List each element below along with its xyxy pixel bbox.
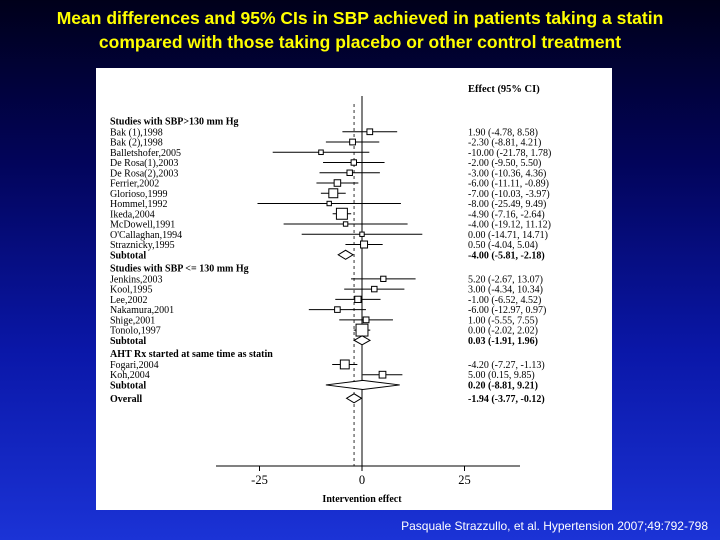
study-ci-value: -6.00 (-12.97, 0.97) bbox=[468, 305, 546, 316]
study-point-estimate bbox=[346, 169, 353, 176]
overall-label: Overall bbox=[110, 394, 142, 405]
study-name: Glorioso,1999 bbox=[110, 189, 168, 200]
study-ci-value: -3.00 (-10.36, 4.36) bbox=[468, 168, 546, 179]
overall-diamond bbox=[345, 393, 363, 404]
subtotal-label: Subtotal bbox=[110, 336, 146, 347]
study-ci-value: 3.00 (-4.34, 10.34) bbox=[468, 285, 543, 296]
study-point-estimate bbox=[333, 179, 342, 187]
study-ci-value: -2.30 (-8.81, 4.21) bbox=[468, 138, 541, 149]
x-axis-tick-label: -25 bbox=[251, 473, 268, 487]
study-point-estimate bbox=[362, 316, 370, 324]
study-ci-value: -4.90 (-7.16, -2.64) bbox=[468, 209, 545, 220]
study-ci-value: 5.00 (0.15, 9.85) bbox=[468, 370, 535, 381]
study-point-estimate bbox=[339, 359, 350, 370]
study-point-estimate bbox=[359, 231, 365, 237]
study-name: Hommel,1992 bbox=[110, 199, 168, 210]
subtotal-label: Subtotal bbox=[110, 380, 146, 391]
study-point-estimate bbox=[350, 159, 358, 166]
study-point-estimate bbox=[335, 207, 348, 220]
study-ci-value: 0.50 (-4.04, 5.04) bbox=[468, 240, 538, 251]
study-ci-value: 1.90 (-4.78, 8.58) bbox=[468, 127, 538, 138]
effect-column-header: Effect (95% CI) bbox=[468, 84, 540, 95]
study-point-estimate bbox=[349, 138, 356, 146]
subtotal-ci-value: -4.00 (-5.81, -2.18) bbox=[468, 250, 545, 261]
subtotal-diamond bbox=[353, 335, 372, 346]
study-point-estimate bbox=[334, 306, 341, 313]
x-axis-tick-label: 25 bbox=[458, 473, 471, 487]
study-point-estimate bbox=[326, 200, 332, 207]
study-name: Nakamura,2001 bbox=[110, 305, 174, 316]
group-header: Studies with SBP <= 130 mm Hg bbox=[110, 264, 249, 275]
study-point-estimate bbox=[380, 275, 387, 282]
study-point-estimate bbox=[360, 240, 369, 249]
study-ci-value: -2.00 (-9.50, 5.50) bbox=[468, 158, 541, 169]
slide-title-line-2: compared with those taking placebo or ot… bbox=[98, 32, 622, 52]
study-name: Kool,1995 bbox=[110, 285, 153, 296]
study-name: Lee,2002 bbox=[110, 295, 148, 306]
study-point-estimate bbox=[371, 285, 378, 293]
group-header: Studies with SBP>130 mm Hg bbox=[110, 117, 239, 128]
subtotal-diamond bbox=[325, 379, 400, 390]
study-name: O'Callaghan,1994 bbox=[110, 230, 182, 241]
study-name: Straznicky,1995 bbox=[110, 240, 175, 251]
study-point-estimate bbox=[318, 149, 324, 156]
study-point-estimate bbox=[366, 128, 374, 136]
study-name: De Rosa(2),2003 bbox=[110, 168, 178, 179]
study-name: Shige,2001 bbox=[110, 315, 155, 326]
citation: Pasquale Strazzullo, et al. Hypertension… bbox=[401, 519, 708, 533]
x-axis-label: Intervention effect bbox=[322, 494, 402, 505]
study-ci-value: -8.00 (-25.49, 9.49) bbox=[468, 199, 546, 210]
study-point-estimate bbox=[328, 188, 339, 199]
forest-plot: Effect (95% CI) Studies with SBP>130 mm H… bbox=[110, 84, 551, 505]
study-name: Jenkins,2003 bbox=[110, 274, 163, 285]
study-name: Fogari,2004 bbox=[110, 360, 159, 371]
study-ci-value: -4.20 (-7.27, -1.13) bbox=[468, 360, 545, 371]
subtotal-label: Subtotal bbox=[110, 250, 146, 261]
subtotal-ci-value: 0.03 (-1.91, 1.96) bbox=[468, 336, 538, 347]
subtotal-diamond bbox=[337, 249, 355, 260]
study-ci-value: -4.00 (-19.12, 11.12) bbox=[468, 220, 551, 231]
study-name: Bak (2),1998 bbox=[110, 138, 163, 149]
group-header: AHT Rx started at same time as statin bbox=[110, 349, 273, 360]
slide-title: Mean differences and 95% CIs in SBP achi… bbox=[0, 6, 720, 54]
study-ci-value: -7.00 (-10.03, -3.97) bbox=[468, 189, 550, 200]
study-ci-value: -10.00 (-21.78, 1.78) bbox=[468, 148, 551, 159]
study-point-estimate bbox=[354, 295, 362, 303]
study-point-estimate bbox=[342, 221, 349, 227]
study-name: De Rosa(1),2003 bbox=[110, 158, 178, 169]
study-ci-value: 0.00 (-2.02, 2.02) bbox=[468, 326, 538, 337]
overall-ci-value: -1.94 (-3.77, -0.12) bbox=[468, 394, 545, 405]
study-point-estimate bbox=[378, 370, 387, 379]
forest-plot-panel: Effect (95% CI) Studies with SBP>130 mm H… bbox=[96, 68, 612, 510]
study-ci-value: 5.20 (-2.67, 13.07) bbox=[468, 274, 543, 285]
study-name: Balletshofer,2005 bbox=[110, 148, 181, 159]
study-point-estimate bbox=[355, 323, 369, 337]
study-name: Tonolo,1997 bbox=[110, 326, 161, 337]
slide-title-line-1: Mean differences and 95% CIs in SBP achi… bbox=[56, 8, 664, 28]
study-ci-value: 1.00 (-5.55, 7.55) bbox=[468, 315, 538, 326]
study-ci-value: -6.00 (-11.11, -0.89) bbox=[468, 179, 549, 190]
study-ci-value: -1.00 (-6.52, 4.52) bbox=[468, 295, 541, 306]
study-name: Bak (1),1998 bbox=[110, 127, 163, 138]
study-ci-value: 0.00 (-14.71, 14.71) bbox=[468, 230, 548, 241]
x-axis-tick-label: 0 bbox=[359, 473, 365, 487]
subtotal-ci-value: 0.20 (-8.81, 9.21) bbox=[468, 380, 538, 391]
study-name: Ferrier,2002 bbox=[110, 179, 159, 190]
study-name: Koh,2004 bbox=[110, 370, 150, 381]
study-name: McDowell,1991 bbox=[110, 220, 175, 231]
study-name: Ikeda,2004 bbox=[110, 209, 155, 220]
